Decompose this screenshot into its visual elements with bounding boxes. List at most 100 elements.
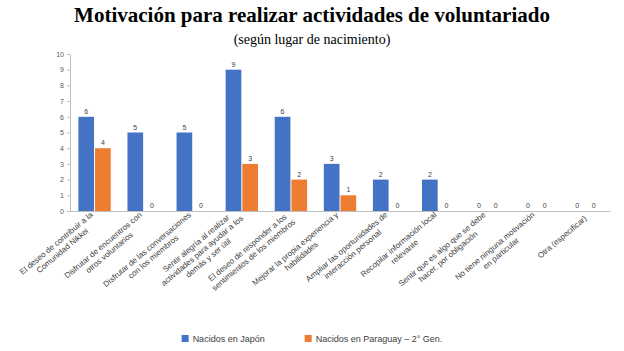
- data-label: 0: [526, 202, 530, 209]
- y-tick-mark: [67, 117, 70, 118]
- bar: [95, 148, 111, 211]
- y-tick: 3: [60, 161, 70, 168]
- subtitle: (según lugar de nacimiento): [234, 32, 391, 48]
- data-label: 0: [150, 202, 154, 209]
- bar: [275, 117, 291, 211]
- bar: [586, 211, 602, 212]
- y-tick: 4: [60, 145, 70, 152]
- y-tick-label: 1: [60, 192, 64, 199]
- y-tick: 0: [60, 208, 70, 215]
- data-label: 2: [428, 171, 432, 178]
- plot: 012345678910El deseo de contribuir a laC…: [18, 51, 610, 296]
- x-tick-label-line: Otra (especificar): [536, 214, 589, 261]
- y-tick-mark: [67, 180, 70, 181]
- y-tick: 6: [60, 114, 70, 121]
- legend-swatch: [182, 335, 189, 342]
- y-tick-mark: [67, 133, 70, 134]
- bar: [341, 195, 357, 211]
- y-tick: 8: [60, 82, 70, 89]
- bar: [373, 180, 389, 211]
- bar: [144, 211, 160, 212]
- data-label: 0: [575, 202, 579, 209]
- bar: [569, 211, 585, 212]
- data-label: 0: [494, 202, 498, 209]
- data-label: 3: [248, 155, 252, 162]
- bar: [226, 70, 242, 211]
- y-tick-label: 6: [60, 114, 64, 121]
- y-tick-label: 4: [60, 145, 64, 152]
- data-label: 0: [199, 202, 203, 209]
- y-tick: 2: [60, 176, 70, 183]
- y-tick-label: 7: [60, 98, 64, 105]
- data-label: 5: [182, 124, 186, 131]
- y-tick-mark: [67, 54, 70, 55]
- x-tick-label-line: Sentir que es algo que se debe: [397, 210, 488, 288]
- data-label: 0: [477, 202, 481, 209]
- y-tick-label: 8: [60, 82, 64, 89]
- data-label: 3: [330, 155, 334, 162]
- legend-label: Nacidos en Paraguay – 2° Gen.: [316, 334, 443, 344]
- x-tick-label: Ampliar las oportunidades deinteracción …: [304, 210, 396, 291]
- data-label: 5: [133, 124, 137, 131]
- bar: [422, 180, 438, 211]
- x-tick: Otra (especificar): [536, 211, 589, 260]
- data-label: 0: [445, 202, 449, 209]
- bar: [193, 211, 209, 212]
- data-label: 2: [379, 171, 383, 178]
- x-tick-label-line: hacer, por obligación: [417, 229, 479, 283]
- bar: [520, 211, 536, 212]
- y-axis-line: [67, 55, 71, 212]
- y-tick-mark: [67, 195, 70, 196]
- data-label: 1: [346, 186, 350, 193]
- bar: [537, 211, 553, 212]
- bar: [324, 164, 340, 211]
- bar: [488, 211, 504, 212]
- chart: Motivación para realizar actividades de …: [0, 0, 624, 351]
- x-axis: El deseo de contribuir a laComunidad Nik…: [18, 207, 610, 297]
- data-label: 0: [592, 202, 596, 209]
- y-tick: 9: [60, 66, 70, 73]
- y-axis: 0 1 2 3 4 5 6 7 8 9 10: [56, 51, 70, 215]
- x-tick-label-line: en particular: [481, 236, 521, 271]
- title: Motivación para realizar actividades de …: [74, 3, 550, 27]
- x-tick: No tiene ninguna motivaciónen particular: [453, 210, 542, 289]
- x-tick-label-line: El deseo de responder a los: [207, 212, 289, 283]
- legend-label: Nacidos en Japón: [193, 334, 265, 344]
- bar: [471, 211, 487, 212]
- x-tick: Ampliar las oportunidades deinteracción …: [304, 210, 396, 291]
- y-tick-label: 10: [56, 51, 64, 58]
- y-tick-mark: [67, 148, 70, 149]
- legend-item: Nacidos en Paraguay – 2° Gen.: [305, 334, 443, 344]
- data-label: 6: [84, 108, 88, 115]
- bar: [291, 180, 307, 211]
- y-tick-label: 3: [60, 161, 64, 168]
- y-tick: 7: [60, 98, 70, 105]
- y-tick-label: 5: [60, 129, 64, 136]
- y-tick-mark: [67, 164, 70, 165]
- y-tick-label: 0: [60, 208, 64, 215]
- bar: [242, 164, 258, 211]
- x-tick-label-line: Ampliar las oportunidades de: [304, 210, 390, 284]
- x-tick-label-line: Disfrutar de las conversaciones: [102, 210, 193, 289]
- y-tick: 5: [60, 129, 70, 136]
- data-label: 6: [281, 108, 285, 115]
- legend-swatch: [305, 335, 312, 342]
- y-tick-label: 9: [60, 66, 64, 73]
- y-tick-mark: [67, 101, 70, 102]
- x-tick-label-line: relevante: [389, 238, 420, 266]
- bars: [78, 70, 437, 211]
- data-labels: 6559632200040032100000: [84, 61, 596, 209]
- bar: [390, 211, 406, 212]
- y-tick: 1: [60, 192, 70, 199]
- legend: Nacidos en Japón Nacidos en Paraguay – 2°…: [182, 334, 443, 344]
- data-label: 0: [395, 202, 399, 209]
- data-label: 0: [543, 202, 547, 209]
- bar: [177, 133, 193, 212]
- x-tick-label: No tiene ninguna motivaciónen particular: [453, 210, 542, 289]
- x-tick-label-line: interacción personal: [322, 228, 383, 281]
- y-tick-mark: [67, 211, 70, 212]
- x-tick-label-line: No tiene ninguna motivación: [453, 210, 536, 282]
- bar: [439, 211, 455, 212]
- data-label: 9: [232, 61, 236, 68]
- y-tick-label: 2: [60, 176, 64, 183]
